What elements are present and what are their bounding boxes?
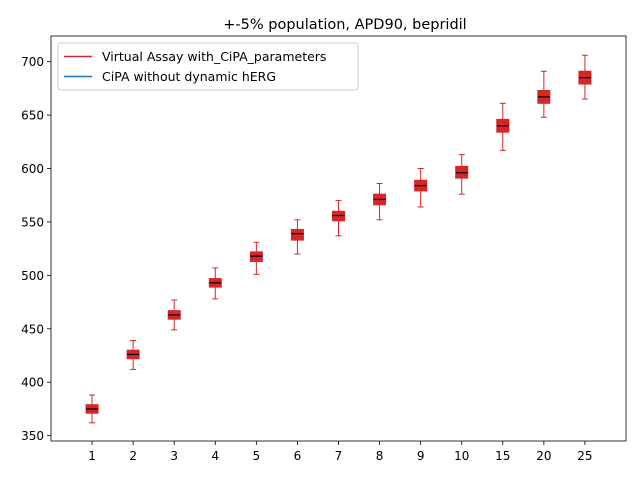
x-tick-label: 3 (170, 449, 178, 463)
x-tick-label: 4 (211, 449, 219, 463)
x-tick-label: 15 (495, 449, 510, 463)
y-tick-label: 450 (21, 322, 44, 336)
x-tick-label: 2 (129, 449, 137, 463)
x-tick-label: 6 (294, 449, 302, 463)
y-tick-label: 700 (21, 55, 44, 69)
chart-title: +-5% population, APD90, bepridil (223, 17, 466, 33)
x-tick-label: 5 (253, 449, 261, 463)
x-tick-label: 1 (88, 449, 96, 463)
axes-frame (50, 35, 627, 442)
y-tick-label: 650 (21, 109, 44, 123)
x-tick-label: 20 (536, 449, 551, 463)
y-tick-label: 400 (21, 376, 44, 390)
legend: Virtual Assay with_CiPA_parameters CiPA … (57, 42, 359, 91)
y-tick-label: 600 (21, 162, 44, 176)
x-tick-label: 9 (417, 449, 425, 463)
x-tick-label: 7 (335, 449, 343, 463)
legend-frame (57, 42, 359, 91)
y-tick-label: 350 (21, 429, 44, 443)
legend-label-virtual-assay: Virtual Assay with_CiPA_parameters (102, 49, 326, 64)
legend-label-cipa: CiPA without dynamic hERG (102, 69, 276, 84)
x-tick-label: 10 (454, 449, 469, 463)
y-tick-label: 550 (21, 215, 44, 229)
y-tick-label: 500 (21, 269, 44, 283)
box-body (290, 228, 304, 241)
x-tick-label: 25 (577, 449, 592, 463)
x-tick-label: 8 (376, 449, 384, 463)
plot-area: 350 400 450 500 550 600 650 700 1 2 3 4 5 6 7 8 9 10 15 20 2… (21, 35, 627, 463)
